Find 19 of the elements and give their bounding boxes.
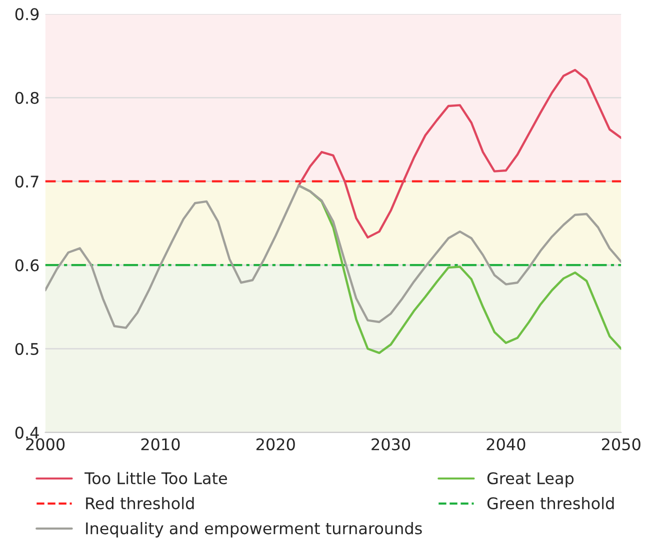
- legend-label: Great Leap: [487, 472, 574, 488]
- x-tick-label: 2000: [26, 438, 65, 450]
- legend-label: Green threshold: [487, 496, 614, 510]
- y-tick-label: 0.7: [15, 176, 38, 188]
- x-tick-label: 2010: [141, 438, 180, 450]
- x-tick-label: 2050: [602, 438, 640, 450]
- legend-label: Red threshold: [86, 496, 194, 510]
- x-tick-label: 2020: [256, 438, 295, 450]
- y-tick-label: 0.5: [15, 342, 38, 356]
- y-tick-label: 0.6: [15, 259, 39, 272]
- y-tick-label: 0.4: [15, 426, 39, 439]
- x-tick-label: 2030: [372, 438, 410, 450]
- x-tick-label: 2040: [486, 438, 526, 450]
- y-tick-label: 0.8: [15, 92, 39, 104]
- y-tick-label: 0.9: [15, 8, 39, 20]
- legend-label: Too Little Too Late: [84, 472, 227, 484]
- line-series: [45, 184, 622, 329]
- legend-label: Inequality and empowerment turnarounds: [86, 522, 422, 538]
- line-series: [298, 68, 622, 239]
